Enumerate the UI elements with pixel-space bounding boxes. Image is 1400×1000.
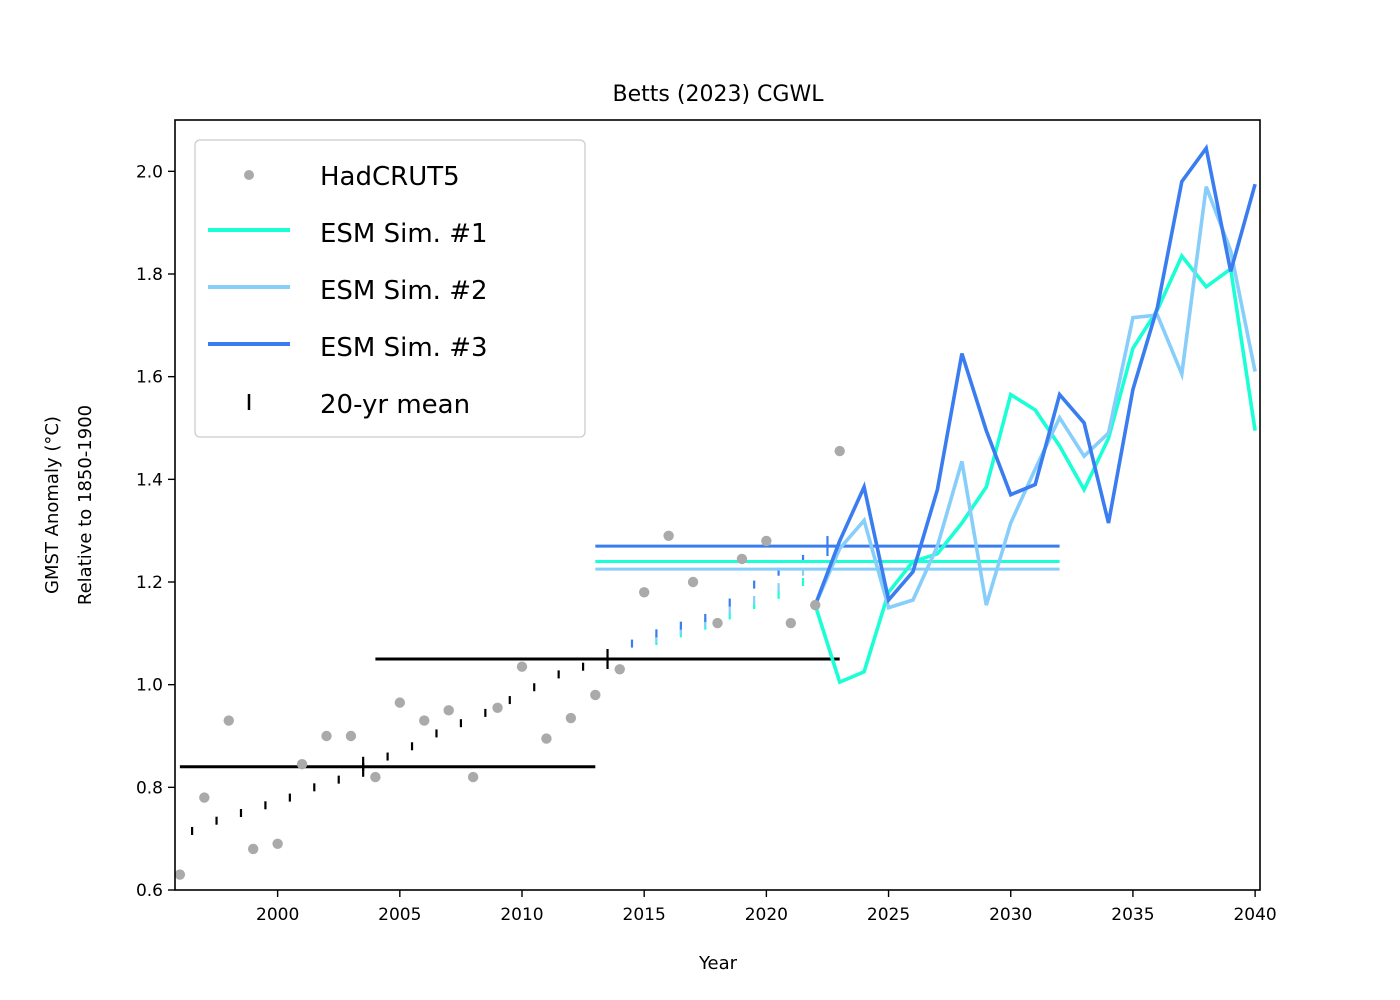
- y-tick-label: 1.2: [136, 573, 163, 593]
- x-tick-label: 2035: [1111, 905, 1154, 925]
- y-tick-label: 1.4: [136, 470, 163, 490]
- x-tick-label: 2000: [256, 905, 299, 925]
- hadcrut5-point: [736, 553, 748, 565]
- plot-frame: [174, 119, 1261, 891]
- hadcrut5-point: [419, 715, 430, 726]
- y-tick-label: 0.8: [136, 778, 163, 798]
- hadcrut5-point: [663, 530, 674, 541]
- legend-label-hadcrut5: HadCRUT5: [320, 162, 460, 192]
- legend-box: [194, 139, 586, 438]
- y-tick-label: 1.0: [136, 676, 163, 696]
- legend-label-20-yr-mean: 20-yr mean: [320, 390, 470, 420]
- x-tick-label: 2015: [623, 905, 666, 925]
- hadcrut5-point: [785, 617, 797, 629]
- hadcrut5-point: [296, 759, 308, 770]
- hadcrut5-point: [687, 576, 699, 588]
- hadcrut5-point: [199, 792, 210, 803]
- hadcrut5-point: [761, 535, 772, 547]
- legend-label-esm-sim-1: ESM Sim. #1: [320, 219, 488, 249]
- y-tick-label: 1.6: [136, 368, 163, 388]
- hadcrut5-point: [394, 697, 406, 708]
- series-line-esm-sim-2: [813, 186, 1257, 610]
- x-axis: 2000 2005 2010 2015 2020 2025 2030 2035 2040: [256, 890, 1277, 925]
- legend-label-esm-sim-3: ESM Sim. #3: [320, 333, 488, 363]
- hadcrut5-point: [370, 771, 381, 783]
- hadcrut5-point: [590, 689, 601, 701]
- chart-title: Betts (2023) CGWL: [613, 82, 825, 107]
- hadcrut5-point: [712, 617, 723, 629]
- x-axis-label: Year: [698, 953, 738, 974]
- hadcrut5-point: [638, 587, 650, 598]
- x-tick-label: 2020: [745, 905, 788, 925]
- y-tick-label: 2.0: [136, 162, 163, 182]
- hadcrut5-point: [345, 730, 357, 742]
- legend: HadCRUT5 ESM Sim. #1 ESM Sim. #2 ESM Sim…: [194, 139, 586, 438]
- series-line-esm-sim-3: [813, 143, 1257, 606]
- hadcrut5-point: [467, 771, 479, 783]
- hadcrut5-point: [272, 838, 283, 849]
- x-tick-label: 2010: [500, 905, 543, 925]
- y-axis: 0.6 0.8 1.0 1.2 1.4 1.6 1.8 2.0: [136, 162, 175, 901]
- x-tick-label: 2030: [989, 905, 1032, 925]
- y-tick-label: 0.6: [136, 881, 163, 901]
- legend-label-esm-sim-2: ESM Sim. #2: [320, 276, 488, 306]
- plot-area: [175, 143, 1257, 880]
- hadcrut5-point: [321, 730, 332, 742]
- hadcrut5-point: [834, 445, 845, 457]
- hadcrut5-point: [565, 712, 577, 724]
- hadcrut5-point: [810, 599, 821, 611]
- x-tick-label: 2040: [1233, 905, 1276, 925]
- y-axis-label-line1: GMST Anomaly (°C): [42, 416, 63, 594]
- hadcrut5-point: [516, 661, 528, 672]
- x-tick-label: 2025: [867, 905, 910, 925]
- hadcrut5-point: [492, 702, 503, 713]
- hadcrut5-point: [614, 664, 625, 675]
- hadcrut5-point: [223, 715, 234, 726]
- x-tick-label: 2005: [378, 905, 421, 925]
- hadcrut5-point: [247, 843, 259, 855]
- y-tick-label: 1.8: [136, 265, 163, 285]
- hadcrut5-point: [443, 705, 454, 716]
- legend-marker-hadcrut5: [244, 170, 254, 180]
- hadcrut5-point: [175, 869, 186, 880]
- hadcrut5-point: [541, 733, 552, 744]
- y-axis-label-line2: Relative to 1850-1900: [75, 405, 96, 605]
